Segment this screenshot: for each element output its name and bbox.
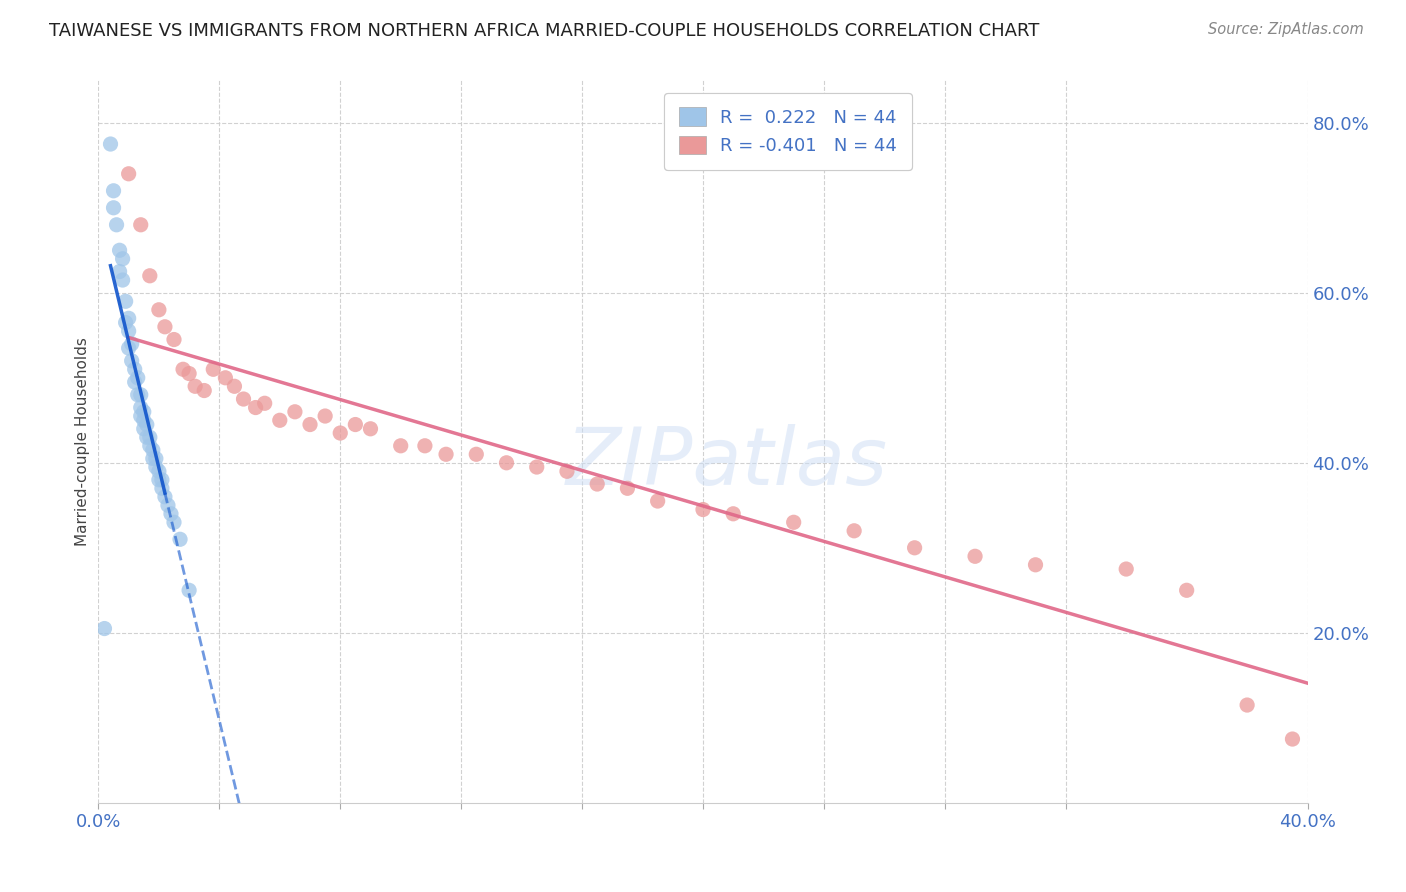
Point	[114, 294, 136, 309]
Point	[145, 460, 167, 475]
Point	[904, 541, 927, 555]
Point	[139, 430, 162, 444]
Point	[232, 392, 254, 406]
Point	[129, 388, 152, 402]
Point	[118, 167, 141, 181]
Point	[124, 375, 146, 389]
Point	[344, 417, 367, 432]
Point	[1281, 732, 1303, 747]
Point	[526, 460, 548, 475]
Point	[389, 439, 412, 453]
Point	[150, 473, 173, 487]
Point	[105, 218, 128, 232]
Point	[118, 324, 141, 338]
Point	[139, 439, 162, 453]
Point	[965, 549, 987, 564]
Point	[465, 447, 488, 461]
Point	[269, 413, 291, 427]
Point	[193, 384, 215, 398]
Point	[1175, 583, 1198, 598]
Point	[121, 336, 143, 351]
Point	[127, 388, 149, 402]
Point	[118, 341, 141, 355]
Point	[299, 417, 322, 432]
Point	[145, 451, 167, 466]
Point	[124, 362, 146, 376]
Legend: R =  0.222   N = 44, R = -0.401   N = 44: R = 0.222 N = 44, R = -0.401 N = 44	[664, 93, 911, 169]
Text: TAIWANESE VS IMMIGRANTS FROM NORTHERN AFRICA MARRIED-COUPLE HOUSEHOLDS CORRELATI: TAIWANESE VS IMMIGRANTS FROM NORTHERN AF…	[49, 22, 1039, 40]
Point	[160, 507, 183, 521]
Y-axis label: Married-couple Households: Married-couple Households	[75, 337, 90, 546]
Point	[163, 516, 186, 530]
Point	[114, 316, 136, 330]
Point	[111, 252, 134, 266]
Point	[723, 507, 745, 521]
Point	[100, 136, 122, 151]
Point	[360, 422, 382, 436]
Point	[495, 456, 517, 470]
Point	[153, 319, 176, 334]
Point	[586, 477, 609, 491]
Point	[224, 379, 246, 393]
Point	[1115, 562, 1137, 576]
Point	[783, 516, 806, 530]
Text: Source: ZipAtlas.com: Source: ZipAtlas.com	[1208, 22, 1364, 37]
Point	[129, 218, 152, 232]
Point	[1024, 558, 1046, 572]
Point	[169, 533, 191, 547]
Point	[844, 524, 866, 538]
Point	[108, 244, 131, 258]
Point	[202, 362, 225, 376]
Point	[142, 443, 165, 458]
Point	[163, 333, 186, 347]
Point	[1236, 698, 1258, 712]
Point	[103, 201, 125, 215]
Point	[103, 184, 125, 198]
Point	[184, 379, 207, 393]
Point	[132, 422, 155, 436]
Point	[142, 451, 165, 466]
Point	[135, 417, 157, 432]
Point	[132, 413, 155, 427]
Point	[555, 464, 578, 478]
Point	[111, 273, 134, 287]
Point	[647, 494, 669, 508]
Point	[214, 371, 236, 385]
Point	[616, 481, 638, 495]
Point	[148, 302, 170, 317]
Point	[148, 464, 170, 478]
Point	[139, 268, 162, 283]
Point	[314, 409, 336, 423]
Point	[129, 409, 152, 423]
Point	[118, 311, 141, 326]
Point	[179, 367, 201, 381]
Point	[156, 498, 179, 512]
Point	[150, 481, 173, 495]
Point	[253, 396, 276, 410]
Point	[108, 264, 131, 278]
Point	[179, 583, 201, 598]
Point	[434, 447, 457, 461]
Point	[135, 430, 157, 444]
Point	[132, 405, 155, 419]
Point	[329, 425, 352, 440]
Point	[153, 490, 176, 504]
Point	[93, 622, 115, 636]
Point	[148, 473, 170, 487]
Point	[692, 502, 714, 516]
Text: ZIPatlas: ZIPatlas	[567, 425, 889, 502]
Point	[413, 439, 436, 453]
Point	[172, 362, 194, 376]
Point	[129, 401, 152, 415]
Point	[245, 401, 267, 415]
Point	[127, 371, 149, 385]
Point	[284, 405, 307, 419]
Point	[121, 353, 143, 368]
